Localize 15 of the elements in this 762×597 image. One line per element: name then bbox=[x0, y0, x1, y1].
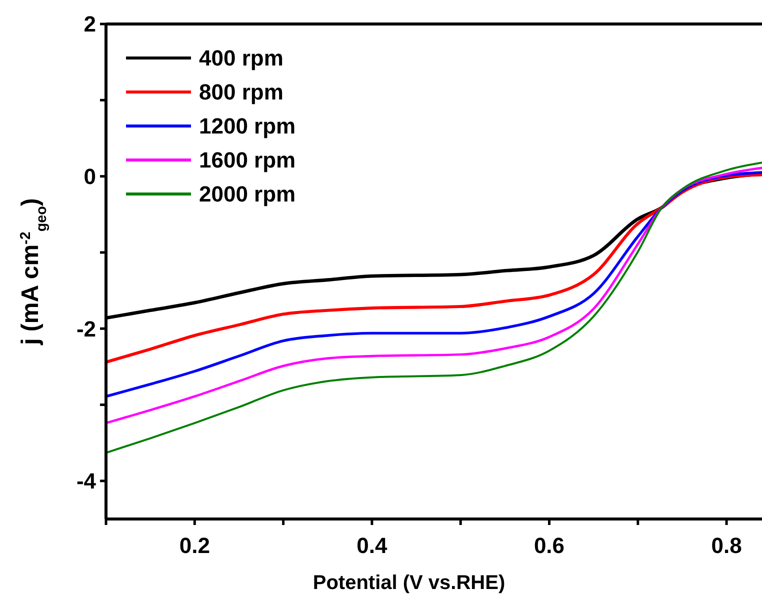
y-tick-label: -2 bbox=[76, 316, 96, 342]
legend-label: 800 rpm bbox=[199, 80, 284, 105]
y-tick-label: 2 bbox=[84, 12, 96, 37]
x-tick-label: 0.6 bbox=[534, 533, 565, 558]
legend-label: 1200 rpm bbox=[199, 114, 296, 139]
line-series bbox=[106, 173, 762, 364]
x-axis-title: Potential (V vs.RHE) bbox=[312, 572, 506, 594]
y-tick-label: -4 bbox=[76, 468, 97, 494]
x-tick-label: 0.8 bbox=[711, 533, 742, 558]
legend-label: 400 rpm bbox=[199, 46, 284, 71]
legend-label: 2000 rpm bbox=[199, 182, 296, 207]
legend-label: 1600 rpm bbox=[199, 148, 296, 173]
x-tick-label: 0.2 bbox=[179, 533, 210, 558]
x-tick-label: 0.4 bbox=[356, 533, 388, 558]
y-tick-label: 0 bbox=[84, 164, 96, 190]
